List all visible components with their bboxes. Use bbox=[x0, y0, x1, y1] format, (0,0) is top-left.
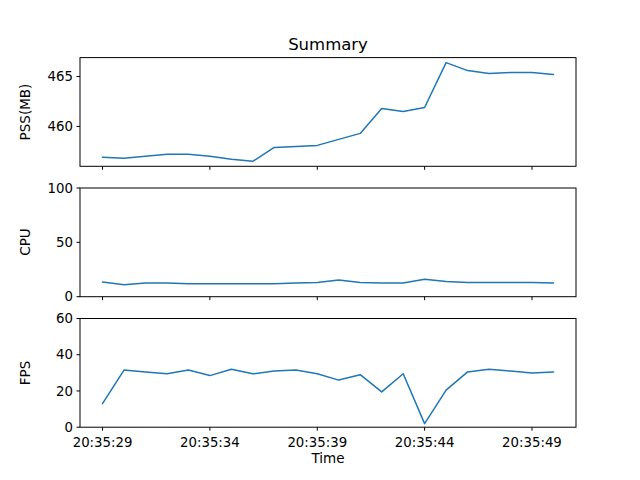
axes-frame bbox=[80, 188, 576, 297]
cpu-y-axis-label: CPU bbox=[17, 228, 33, 255]
y-tick-label: 0 bbox=[65, 289, 73, 304]
x-axis-label: Time bbox=[310, 450, 344, 466]
y-tick-label: 465 bbox=[48, 69, 73, 84]
fps-y-axis-label: FPS bbox=[17, 361, 33, 385]
x-tick-label: 20:35:29 bbox=[73, 435, 133, 450]
x-tick-label: 20:35:34 bbox=[180, 435, 240, 450]
y-tick-label: 60 bbox=[56, 311, 73, 326]
y-tick-label: 20 bbox=[56, 384, 73, 399]
y-tick-label: 100 bbox=[48, 181, 73, 196]
x-tick-label: 20:35:49 bbox=[502, 435, 562, 450]
x-tick-label: 20:35:39 bbox=[287, 435, 347, 450]
cpu-subplot: 0 50 100 bbox=[48, 181, 576, 305]
y-tick-label: 0 bbox=[65, 420, 73, 435]
summary-chart: Summary PSS(MB) CPU FPS Time 460 465 0 50 1… bbox=[0, 0, 640, 480]
pss-line bbox=[103, 63, 554, 162]
axes-frame bbox=[80, 58, 576, 167]
y-tick-label: 50 bbox=[56, 235, 73, 250]
x-tick-label: 20:35:44 bbox=[395, 435, 455, 450]
chart-title: Summary bbox=[288, 35, 368, 54]
fps-subplot: 0 20 40 60 20:35:29 20:35:34 20:35:39 20:35:44 2… bbox=[56, 311, 576, 450]
pss-y-axis-label: PSS(MB) bbox=[17, 84, 33, 141]
figure-canvas: Summary PSS(MB) CPU FPS Time 460 465 0 50 1… bbox=[0, 0, 640, 480]
cpu-line bbox=[103, 279, 554, 284]
pss-subplot: 460 465 bbox=[48, 58, 576, 170]
y-tick-label: 460 bbox=[48, 119, 73, 134]
fps-line bbox=[103, 369, 554, 423]
y-tick-label: 40 bbox=[56, 347, 73, 362]
